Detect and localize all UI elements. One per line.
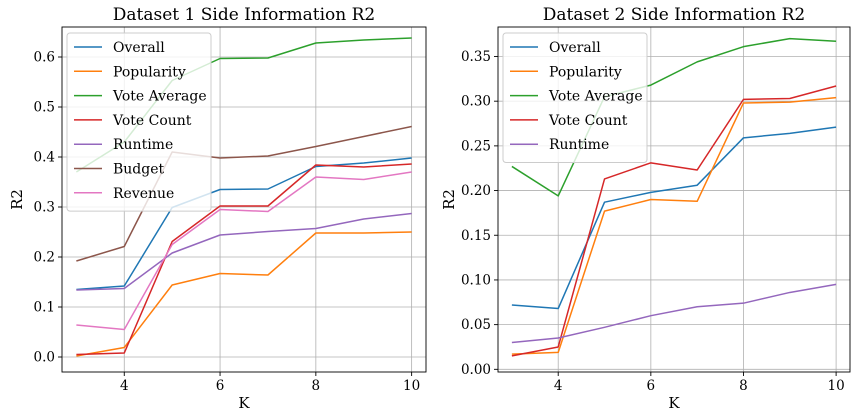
y-axis: 0.0 0.1 0.2 0.3 0.4 0.5 0.6 <box>34 50 62 366</box>
legend-item: Vote Average <box>74 89 207 105</box>
y-tick-label: 0.35 <box>461 49 491 65</box>
y-tick-label: 0.05 <box>461 317 491 333</box>
y-tick-label: 0.6 <box>34 50 55 66</box>
legend-label: Popularity <box>113 64 186 80</box>
legend-label: Vote Count <box>548 113 628 129</box>
legend-label: Overall <box>549 40 601 56</box>
chart-dataset-2: Dataset 2 Side Information R24 6 8 100.000.… <box>440 5 851 412</box>
legend-label: Budget <box>113 162 165 178</box>
legend-item: Budget <box>74 162 165 178</box>
y-tick-label: 0.2 <box>34 250 55 266</box>
series-line-popularity <box>511 96 837 355</box>
series-line-vote-average <box>511 37 837 197</box>
series-line-overall <box>76 157 412 291</box>
y-axis-label: R2 <box>440 189 458 210</box>
legend-item: Vote Average <box>510 89 643 105</box>
legend-item: Vote Count <box>74 113 192 129</box>
x-axis-label: K <box>668 394 680 412</box>
y-tick-label: 0.25 <box>461 138 491 154</box>
series-line-overall <box>511 126 837 310</box>
series-line-budget <box>76 125 412 262</box>
y-axis-label: R2 <box>8 189 26 210</box>
x-tick-label: 8 <box>312 378 321 394</box>
x-tick-label: 10 <box>828 378 845 394</box>
y-tick-label: 0.10 <box>461 272 491 288</box>
y-tick-label: 0.3 <box>34 200 55 216</box>
series-line-vote-count <box>76 163 412 356</box>
x-tick-label: 6 <box>647 378 656 394</box>
legend-label: Runtime <box>549 137 609 153</box>
legend-item: Runtime <box>510 137 609 153</box>
legend-item: Vote Count <box>510 113 628 129</box>
legend-label: Vote Count <box>112 113 192 129</box>
plot-frame <box>61 26 427 373</box>
legend-item: Revenue <box>74 186 174 202</box>
y-axis: 0.00 0.05 0.10 0.15 0.20 0.25 0.30 0.35 <box>461 49 498 378</box>
y-tick-label: 0.1 <box>34 300 55 316</box>
legend-label: Vote Average <box>112 89 207 105</box>
legend-label: Popularity <box>549 64 622 80</box>
y-tick-label: 0.20 <box>461 183 491 199</box>
chart-title: Dataset 2 Side Information R2 <box>543 5 805 25</box>
series-lines <box>511 37 837 357</box>
legend-label: Vote Average <box>548 89 643 105</box>
legend-label: Runtime <box>113 137 173 153</box>
x-tick-label: 6 <box>216 378 225 394</box>
legend-box <box>502 32 648 163</box>
y-tick-label: 0.00 <box>461 362 491 378</box>
y-tick-label: 0.15 <box>461 228 491 244</box>
chart-title: Dataset 1 Side Information R2 <box>113 5 375 25</box>
series-line-vote-count <box>511 85 837 357</box>
x-tick-label: 4 <box>120 378 129 394</box>
legend-item: Runtime <box>74 137 173 153</box>
y-tick-label: 0.5 <box>34 100 55 116</box>
plot-frame <box>497 26 851 373</box>
legend-label: Overall <box>113 40 165 56</box>
series-line-popularity <box>76 231 412 357</box>
x-tick-label: 10 <box>403 378 420 394</box>
y-tick-label: 0.30 <box>461 94 491 110</box>
x-tick-label: 8 <box>739 378 748 394</box>
legend-item: Overall <box>74 40 165 56</box>
y-tick-label: 0.0 <box>34 350 55 366</box>
legend-item: Overall <box>510 40 601 56</box>
x-axis: 4 6 8 10 <box>554 372 845 394</box>
series-line-revenue <box>76 171 412 331</box>
legend-box <box>66 32 212 212</box>
y-tick-label: 0.4 <box>34 150 55 166</box>
series-line-runtime <box>76 212 412 291</box>
x-tick-label: 4 <box>554 378 563 394</box>
x-axis: 4 6 8 10 <box>120 372 420 394</box>
legend-item: Popularity <box>510 64 622 80</box>
legend-item: Popularity <box>74 64 186 80</box>
series-line-runtime <box>511 283 837 344</box>
chart-dataset-1: Dataset 1 Side Information R2 4 6 8 10 0.0 0.1… <box>8 5 427 412</box>
legend-label: Revenue <box>113 186 174 202</box>
x-axis-label: K <box>238 394 250 412</box>
legend: Overall Popularity Vote Average Vote Count R… <box>502 32 648 163</box>
legend: Overall Popularity Vote Average Vote Count R… <box>66 32 212 212</box>
